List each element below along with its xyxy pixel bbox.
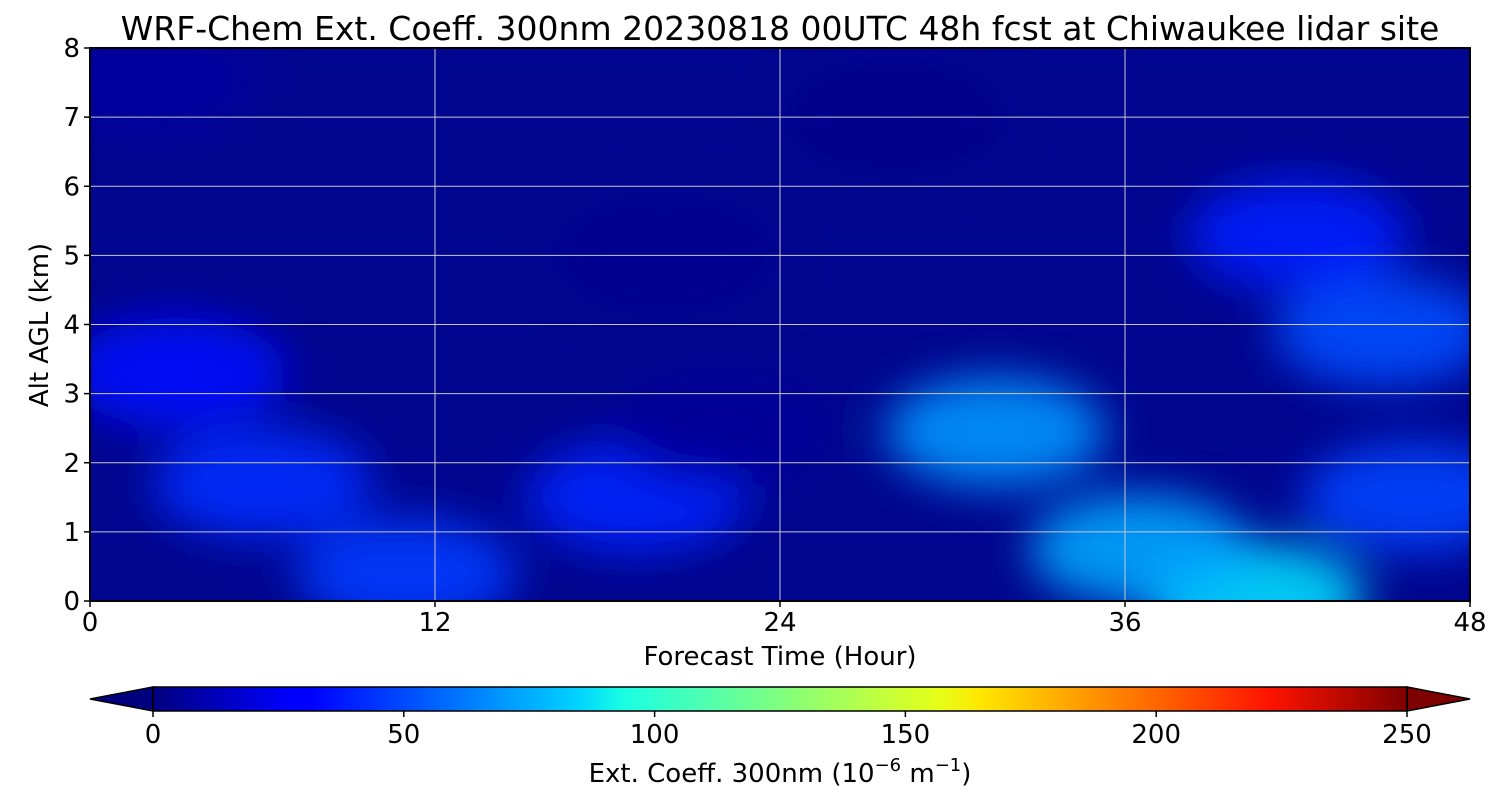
y-tick-label: 4 (63, 311, 80, 341)
y-tick-label: 5 (63, 241, 80, 271)
heatmap-cell (152, 428, 373, 539)
heatmap-blobs (90, 48, 1470, 601)
chart-title: WRF-Chem Ext. Coeff. 300nm 20230818 00UT… (121, 9, 1440, 48)
colorbar: 0 50 100 150 200 250 Ext. Coeff. 300nm (10−6 … (89, 686, 1471, 789)
heatmap-cell (1187, 179, 1408, 290)
heatmap-cell (612, 373, 833, 484)
colorbar-extend-high (1406, 686, 1471, 712)
colorbar-body (153, 687, 1407, 711)
x-axis: 0 12 24 36 48 (82, 601, 1487, 638)
y-tick-label: 8 (63, 34, 80, 64)
heatmap-cell (90, 48, 258, 138)
colorbar-label-mid: m (901, 759, 935, 789)
colorbar-label-exp2: −1 (935, 755, 962, 776)
x-tick-label: 0 (82, 608, 99, 638)
x-tick-label: 12 (418, 608, 451, 638)
heatmap-cell (296, 518, 517, 601)
y-tick-label: 0 (63, 587, 80, 617)
x-tick-label: 48 (1453, 608, 1486, 638)
x-tick-label: 24 (763, 608, 796, 638)
colorbar-tick-label: 100 (630, 720, 680, 750)
heatmap-cell (885, 376, 1106, 487)
colorbar-tick-label: 0 (145, 720, 162, 750)
heatmap-cell (1029, 494, 1250, 601)
y-tick-label: 2 (63, 449, 80, 479)
y-axis-label: Alt AGL (km) (25, 243, 55, 407)
colorbar-label-end: ) (961, 759, 971, 789)
y-tick-label: 1 (63, 518, 80, 548)
colorbar-frame (152, 686, 1408, 712)
colorbar-tick-label: 50 (387, 720, 420, 750)
y-axis: 0 1 2 3 4 5 6 7 8 (63, 34, 90, 617)
colorbar-tick-label: 200 (1131, 720, 1181, 750)
x-tick-label: 36 (1108, 608, 1141, 638)
colorbar-ticks: 0 50 100 150 200 250 (145, 711, 1432, 750)
y-tick-label: 6 (63, 172, 80, 202)
colorbar-tick-label: 250 (1382, 720, 1432, 750)
colorbar-extend-low (89, 686, 154, 712)
colorbar-label-main: Ext. Coeff. 300nm (10 (589, 759, 875, 789)
heatmap-cell (1302, 442, 1470, 553)
colorbar-label: Ext. Coeff. 300nm (10−6 m−1) (589, 755, 972, 789)
y-tick-label: 3 (63, 380, 80, 410)
heatmap-cell (1273, 276, 1470, 387)
x-axis-label: Forecast Time (Hour) (643, 642, 916, 672)
heatmap-field (90, 48, 1470, 601)
colorbar-tick-label: 150 (881, 720, 931, 750)
colorbar-label-exp1: −6 (875, 755, 902, 776)
heatmap-cell (90, 317, 287, 428)
y-tick-label: 7 (63, 103, 80, 133)
